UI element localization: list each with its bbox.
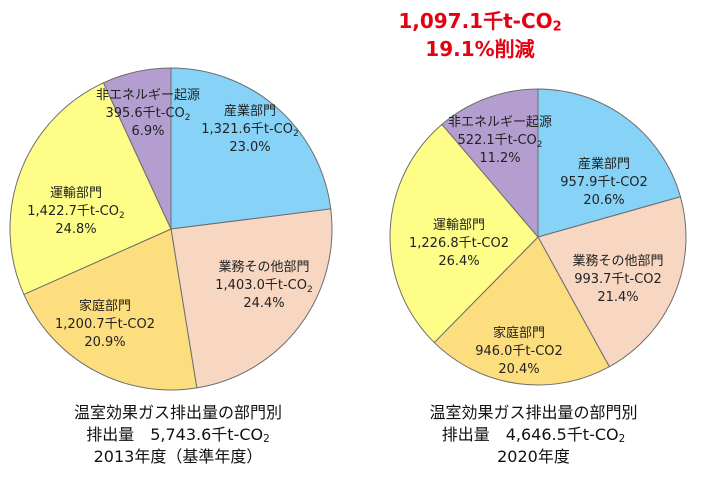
slice-name-label: 非エネルギー起源 bbox=[96, 88, 200, 103]
slice-value-label: 1,200.7千t-CO2 bbox=[55, 317, 155, 332]
slice-value-label: 1,403.0千t-CO2 bbox=[215, 278, 312, 295]
slice-percent-label: 24.4% bbox=[243, 296, 284, 311]
slice-value-label: 1,321.6千t-CO2 bbox=[201, 122, 298, 139]
slice-percent-label: 21.4% bbox=[597, 290, 638, 305]
caption-total: 排出量 5,743.6千t-CO2 bbox=[86, 425, 270, 446]
slice-name-label: 非エネルギー起源 bbox=[448, 115, 552, 130]
caption-title: 温室効果ガス排出量の部門別 bbox=[429, 403, 638, 422]
pie-slice bbox=[537, 88, 682, 238]
slice-percent-label: 11.2% bbox=[479, 151, 520, 166]
pie-slice bbox=[170, 208, 333, 389]
slice-percent-label: 20.9% bbox=[84, 335, 125, 350]
reduction-amount: 1,097.1千t-CO2 bbox=[398, 9, 562, 35]
slice-percent-label: 20.6% bbox=[583, 193, 624, 208]
slice-value-label: 395.6千t-CO2 bbox=[105, 106, 190, 123]
slice-name-label: 産業部門 bbox=[224, 103, 276, 119]
pie-chart-2020: 産業部門 957.9千t-CO2 20.6% 業務その他部門 993.7千t-CO2 21… bbox=[389, 88, 687, 386]
slice-name-label: 家庭部門 bbox=[493, 325, 545, 341]
slice-value-label: 1,422.7千t-CO2 bbox=[27, 204, 124, 221]
slice-name-label: 産業部門 bbox=[578, 156, 630, 172]
caption-2020: 温室効果ガス排出量の部門別 排出量 4,646.5千t-CO2 2020年度 bbox=[356, 402, 711, 468]
caption-total: 排出量 4,646.5千t-CO2 bbox=[441, 425, 626, 446]
slice-percent-label: 23.0% bbox=[229, 140, 270, 155]
slice-percent-label: 24.8% bbox=[55, 222, 96, 237]
caption-year: 2013年度（基準年度） bbox=[93, 447, 263, 466]
slice-name-label: 家庭部門 bbox=[79, 298, 131, 314]
slice-percent-label: 26.4% bbox=[438, 254, 479, 269]
pie-slice bbox=[389, 123, 539, 344]
caption-title: 温室効果ガス排出量の部門別 bbox=[73, 403, 282, 422]
pie-slice bbox=[23, 228, 198, 391]
reduction-percent: 19.1%削減 bbox=[425, 37, 535, 61]
pie-slice bbox=[170, 67, 332, 230]
slice-name-label: 業務その他部門 bbox=[572, 253, 663, 269]
pie-slice bbox=[537, 196, 687, 368]
pie-slice bbox=[441, 88, 539, 239]
pie-slice bbox=[433, 236, 610, 386]
slice-name-label: 業務その他部門 bbox=[218, 259, 309, 275]
slice-value-label: 1,226.8千t-CO2 bbox=[409, 236, 509, 251]
slice-value-label: 946.0千t-CO2 bbox=[475, 344, 563, 359]
slice-percent-label: 6.9% bbox=[131, 124, 164, 139]
caption-2013: 温室効果ガス排出量の部門別 排出量 5,743.6千t-CO2 2013年度（基… bbox=[0, 402, 356, 468]
slice-name-label: 運輸部門 bbox=[50, 186, 102, 201]
slice-name-label: 運輸部門 bbox=[433, 218, 485, 233]
slice-percent-label: 20.4% bbox=[498, 362, 539, 377]
caption-year: 2020年度 bbox=[497, 447, 570, 466]
pie-slice bbox=[9, 82, 172, 296]
slice-value-label: 522.1千t-CO2 bbox=[457, 133, 542, 150]
pie-slice bbox=[102, 67, 172, 230]
slice-value-label: 993.7千t-CO2 bbox=[574, 272, 662, 287]
slice-value-label: 957.9千t-CO2 bbox=[560, 175, 648, 190]
